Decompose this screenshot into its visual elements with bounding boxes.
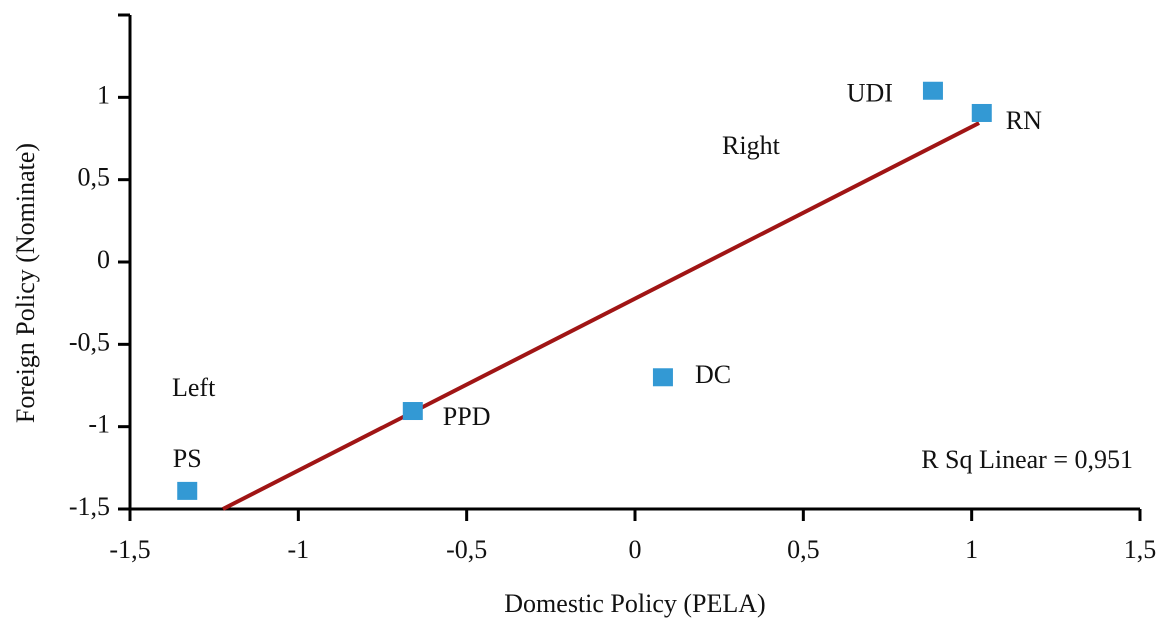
x-tick-label: 0 <box>629 535 642 564</box>
point-label: UDI <box>847 79 893 108</box>
point <box>177 481 198 500</box>
point-label: PS <box>173 444 202 473</box>
y-tick-label: 1 <box>97 80 110 109</box>
x-tick-label: 1,5 <box>1124 535 1157 564</box>
y-tick-label: -1,5 <box>69 492 110 521</box>
y-tick-label: 0,5 <box>78 163 111 192</box>
point <box>922 81 943 100</box>
point <box>971 103 992 122</box>
annotation: R Sq Linear = 0,951 <box>921 445 1133 474</box>
x-tick-label: -1,5 <box>109 535 150 564</box>
y-axis-label: Foreign Policy (Nominate) <box>11 143 40 423</box>
point <box>652 368 673 387</box>
point-label: PPD <box>443 402 491 431</box>
x-axis-label: Domestic Policy (PELA) <box>504 589 765 618</box>
fit-line <box>222 121 980 511</box>
x-tick-label: 0,5 <box>787 535 820 564</box>
x-tick-label: -1 <box>287 535 309 564</box>
y-tick-label: -1 <box>88 410 110 439</box>
y-tick-label: -0,5 <box>69 327 110 356</box>
point <box>402 402 423 421</box>
annotation: Right <box>722 131 781 160</box>
x-tick-label: -0,5 <box>446 535 487 564</box>
point-label: DC <box>695 360 731 389</box>
point-label: RN <box>1006 106 1042 135</box>
x-tick-label: 1 <box>965 535 978 564</box>
annotation: Left <box>172 373 216 402</box>
y-tick-label: 0 <box>97 245 110 274</box>
